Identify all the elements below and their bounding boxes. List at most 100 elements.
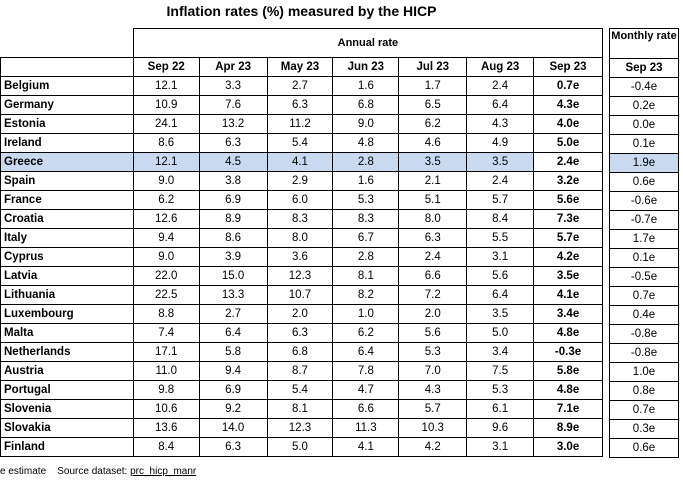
country-cell: Spain [0,171,134,191]
column-header: Sep 22 [132,57,200,77]
value-cell: 11.3 [332,418,400,438]
monthly-row: 0.3e [609,419,679,439]
value-cell: 5.0 [466,323,535,343]
value-cell: 5.0e [533,133,603,153]
table-row: Austria 11.0 9.4 8.7 7.8 7.0 7.5 5.8e [0,361,603,381]
monthly-row: 0.6e [609,172,679,192]
value-cell: 10.9 [132,95,200,115]
value-cell: 4.9 [466,133,535,153]
value-cell: 4.1e [533,285,603,305]
value-cell: 6.3 [266,95,334,115]
monthly-row: 0.2e [609,96,679,116]
monthly-value-cell: 1.9e [609,153,679,173]
value-cell: -0.3e [533,342,603,362]
table-row: Cyprus 9.0 3.9 3.6 2.8 2.4 3.1 4.2e [0,247,603,267]
value-cell: 5.6 [398,323,468,343]
monthly-value-cell: 0.6e [609,172,679,192]
country-cell: Ireland [0,133,134,153]
value-cell: 8.6 [198,228,268,248]
value-cell: 10.7 [266,285,334,305]
value-cell: 6.6 [332,399,400,419]
value-cell: 9.6 [466,418,535,438]
country-cell: Latvia [0,266,134,286]
value-cell: 6.4 [332,342,400,362]
value-cell: 6.9 [198,190,268,210]
source-dataset-link[interactable]: prc_hicp_manr [130,466,197,477]
value-cell: 2.7 [266,76,334,96]
value-cell: 5.1 [398,190,468,210]
monthly-row: -0.6e [609,191,679,211]
value-cell: 3.6 [266,247,334,267]
value-cell: 12.6 [132,209,200,229]
monthly-row: -0.5e [609,267,679,287]
value-cell: 8.0 [398,209,468,229]
value-cell: 7.0 [398,361,468,381]
value-cell: 6.2 [398,114,468,134]
value-cell: 8.3 [266,209,334,229]
value-cell: 5.3 [332,190,400,210]
value-cell: 4.3 [466,114,535,134]
monthly-row: 0.7e [609,286,679,306]
table-row: Malta 7.4 6.4 6.3 6.2 5.6 5.0 4.8e [0,323,603,343]
value-cell: 11.2 [266,114,334,134]
value-cell: 9.4 [198,361,268,381]
value-cell: 9.0 [132,247,200,267]
table-row: Netherlands 17.1 5.8 6.8 6.4 5.3 3.4 -0.3e [0,342,603,362]
monthly-value-cell: 0.8e [609,381,679,401]
value-cell: 9.0 [332,114,400,134]
table-row: Greece 12.1 4.5 4.1 2.8 3.5 3.5 2.4e [0,152,603,172]
value-cell: 12.1 [132,76,200,96]
monthly-row: 1.0e [609,362,679,382]
monthly-row: 1.7e [609,229,679,249]
monthly-row: 0.1e [609,134,679,154]
value-cell: 6.3 [266,323,334,343]
value-cell: 4.5 [198,152,268,172]
country-cell: Italy [0,228,134,248]
value-cell: 4.8e [533,323,603,343]
monthly-row: 0.7e [609,400,679,420]
value-cell: 3.4 [466,342,535,362]
value-cell: 4.1 [332,437,400,457]
country-cell: Germany [0,95,134,115]
value-cell: 9.2 [198,399,268,419]
country-cell: Luxembourg [0,304,134,324]
value-cell: 8.4 [132,437,200,457]
value-cell: 7.1e [533,399,603,419]
value-cell: 4.8e [533,380,603,400]
value-cell: 7.3e [533,209,603,229]
monthly-row: 0.8e [609,381,679,401]
source-label: Source dataset: [57,466,128,477]
estimate-note: e estimate [0,466,47,477]
value-cell: 6.8 [266,342,334,362]
country-cell: Lithuania [0,285,134,305]
value-cell: 12.3 [266,418,334,438]
value-cell: 14.0 [198,418,268,438]
value-cell: 6.4 [466,285,535,305]
table-row: Estonia 24.1 13.2 11.2 9.0 6.2 4.3 4.0e [0,114,603,134]
value-cell: 3.9 [198,247,268,267]
monthly-value-cell: 0.1e [609,134,679,154]
value-cell: 4.2e [533,247,603,267]
value-cell: 13.6 [132,418,200,438]
value-cell: 6.6 [398,266,468,286]
monthly-row: 0.1e [609,248,679,268]
table-row: Ireland 8.6 6.3 5.4 4.8 4.6 4.9 5.0e [0,133,603,153]
value-cell: 5.7e [533,228,603,248]
column-header: Sep 23 [533,57,603,77]
value-cell: 8.4 [466,209,535,229]
value-cell: 24.1 [132,114,200,134]
value-cell: 4.3 [398,380,468,400]
value-cell: 9.4 [132,228,200,248]
value-cell: 5.4 [266,133,334,153]
value-cell: 2.8 [332,247,400,267]
value-cell: 8.1 [266,399,334,419]
column-header: Jun 23 [332,57,400,77]
value-cell: 12.3 [266,266,334,286]
country-cell: Austria [0,361,134,381]
table-row: Italy 9.4 8.6 8.0 6.7 6.3 5.5 5.7e [0,228,603,248]
table-title: Inflation rates (%) measured by the HICP [166,3,437,19]
value-cell: 8.1 [332,266,400,286]
value-cell: 2.8 [332,152,400,172]
value-cell: 13.2 [198,114,268,134]
value-cell: 7.8 [332,361,400,381]
